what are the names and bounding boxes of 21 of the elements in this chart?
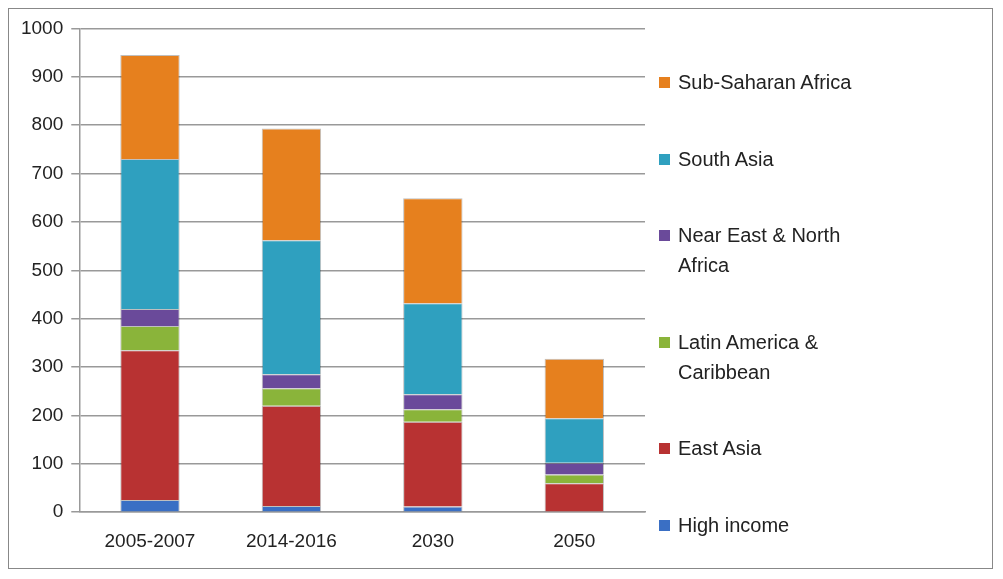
y-tick-label: 0 <box>52 500 64 522</box>
y-tick-label: 800 <box>31 113 64 135</box>
y-tick-label: 700 <box>31 161 64 183</box>
legend-label: South Asia <box>678 146 775 172</box>
y-tick-label: 900 <box>31 65 64 87</box>
y-tick-label: 500 <box>31 258 64 280</box>
x-tick-label: 2030 <box>411 529 454 551</box>
legend-label: High income <box>678 512 791 538</box>
x-tick-label: 2005-2007 <box>104 529 196 551</box>
y-tick-label: 400 <box>31 306 64 328</box>
y-tick-label: 1000 <box>20 16 64 38</box>
y-tick-label: 200 <box>31 403 64 425</box>
legend-label: Sub-Saharan Africa <box>678 70 853 95</box>
legend-label: Latin America & Caribbean <box>678 329 820 385</box>
legend-label: East Asia <box>678 436 763 462</box>
y-tick-label: 600 <box>31 210 64 232</box>
x-tick-label: 2050 <box>553 529 596 551</box>
y-tick-label: 100 <box>31 452 64 474</box>
x-tick-label: 2014-2016 <box>245 529 337 551</box>
legend-label: Near East & North Africa <box>678 223 842 279</box>
y-tick-label: 300 <box>31 355 64 377</box>
